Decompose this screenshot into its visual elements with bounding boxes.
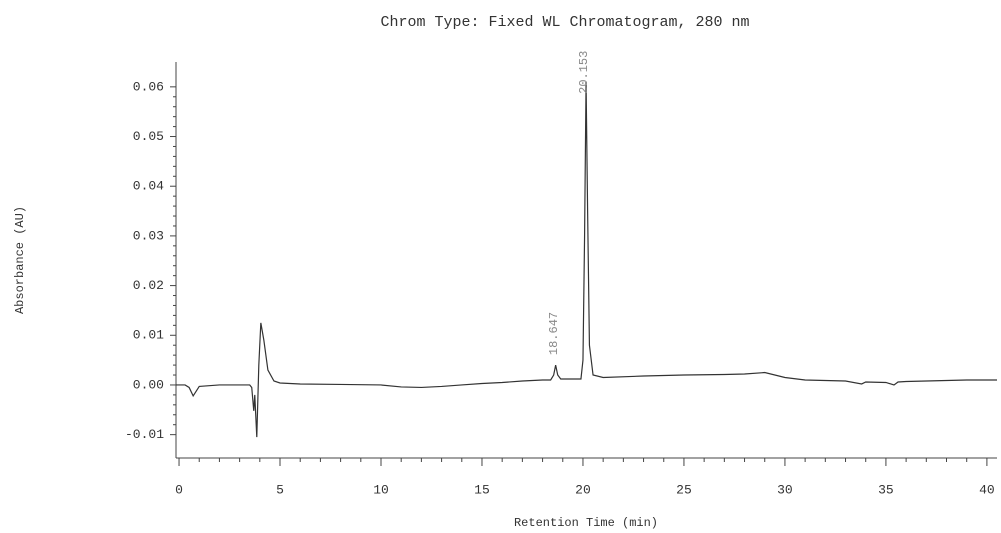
x-axis-label: Retention Time (min) bbox=[514, 516, 658, 530]
x-tick-label: 30 bbox=[777, 482, 793, 497]
chromatogram-trace bbox=[176, 81, 997, 438]
peak-label: 20.153 bbox=[577, 51, 591, 94]
x-tick-label: 25 bbox=[676, 482, 692, 497]
x-tick-label: 15 bbox=[474, 482, 490, 497]
chart-title: Chrom Type: Fixed WL Chromatogram, 280 n… bbox=[380, 14, 749, 31]
x-tick-label: 40 bbox=[979, 482, 995, 497]
x-tick-label: 5 bbox=[276, 482, 284, 497]
y-tick-label: 0.02 bbox=[133, 278, 164, 293]
y-tick-label: 0.03 bbox=[133, 228, 164, 243]
y-tick-label: -0.01 bbox=[125, 427, 164, 442]
y-tick-label: 0.04 bbox=[133, 179, 164, 194]
x-tick-label: 35 bbox=[878, 482, 894, 497]
y-tick-label: 0.00 bbox=[133, 377, 164, 392]
y-tick-label: 0.05 bbox=[133, 129, 164, 144]
x-tick-label: 10 bbox=[373, 482, 389, 497]
peak-label: 18.647 bbox=[547, 312, 561, 355]
x-tick-label: 0 bbox=[175, 482, 183, 497]
x-tick-label: 20 bbox=[575, 482, 591, 497]
y-axis-label: Absorbance (AU) bbox=[13, 206, 27, 314]
y-tick-label: 0.01 bbox=[133, 328, 164, 343]
y-tick-label: 0.06 bbox=[133, 79, 164, 94]
